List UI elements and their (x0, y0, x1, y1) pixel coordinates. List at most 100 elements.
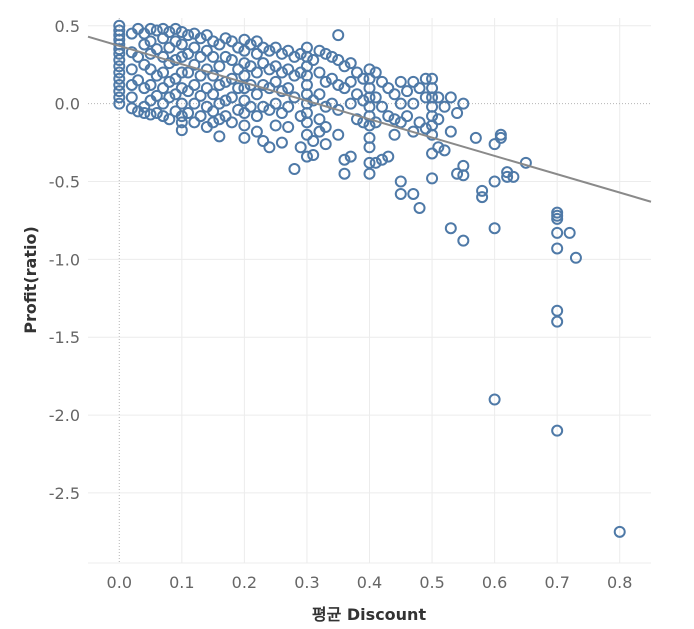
data-point (207, 50, 220, 63)
data-point (426, 172, 439, 185)
data-point (307, 54, 320, 67)
data-point (307, 135, 320, 148)
data-point (282, 63, 295, 76)
data-point (213, 78, 226, 91)
data-point (194, 110, 207, 123)
data-point (113, 78, 126, 91)
data-point (125, 63, 138, 76)
data-point (169, 35, 182, 48)
y-tick-label: 0.0 (55, 95, 80, 114)
data-point (150, 89, 163, 102)
data-point (250, 35, 263, 48)
data-point (444, 91, 457, 104)
y-tick-label: -2.0 (49, 406, 80, 425)
data-point (288, 163, 301, 176)
data-point (294, 66, 307, 79)
data-point (138, 100, 151, 113)
data-point (194, 89, 207, 102)
data-point (163, 113, 176, 126)
data-point (338, 167, 351, 180)
x-tick-label: 0.1 (169, 573, 194, 592)
data-point (250, 125, 263, 138)
data-point (300, 116, 313, 129)
data-point (457, 97, 470, 110)
grid-layer (88, 18, 651, 564)
data-point (551, 226, 564, 239)
data-point (207, 116, 220, 129)
data-point (175, 110, 188, 123)
data-point (113, 91, 126, 104)
data-point (238, 106, 251, 119)
data-point (175, 116, 188, 129)
data-point (288, 91, 301, 104)
y-tick-label: 0.5 (55, 17, 80, 36)
data-point (113, 54, 126, 67)
data-point (207, 88, 220, 101)
data-point (175, 82, 188, 95)
data-point (551, 242, 564, 255)
data-point (569, 251, 582, 264)
data-point (175, 97, 188, 110)
data-point (213, 38, 226, 51)
data-point (288, 69, 301, 82)
data-point (175, 26, 188, 39)
data-point (488, 138, 501, 151)
data-point (419, 91, 432, 104)
data-point (144, 22, 157, 35)
data-point (376, 75, 389, 88)
data-point (269, 119, 282, 132)
data-point (225, 35, 238, 48)
data-point (432, 91, 445, 104)
data-point (213, 130, 226, 143)
data-point (219, 50, 232, 63)
data-point (182, 29, 195, 42)
data-point (182, 106, 195, 119)
data-point (125, 102, 138, 115)
data-point (325, 50, 338, 63)
data-point (200, 82, 213, 95)
data-point (169, 72, 182, 85)
data-point (175, 66, 188, 79)
data-point (350, 113, 363, 126)
data-point (188, 116, 201, 129)
data-point (394, 187, 407, 200)
y-tick-label: -0.5 (49, 173, 80, 192)
data-point (357, 94, 370, 107)
data-point (188, 58, 201, 71)
data-point (451, 106, 464, 119)
data-point (551, 315, 564, 328)
data-point (269, 97, 282, 110)
data-point (188, 78, 201, 91)
data-point (213, 97, 226, 110)
data-point (363, 141, 376, 154)
data-point (257, 100, 270, 113)
data-point (551, 424, 564, 437)
y-tick-label: -1.5 (49, 328, 80, 347)
data-point (138, 106, 151, 119)
data-point (426, 147, 439, 160)
data-point (138, 38, 151, 51)
data-point (344, 75, 357, 88)
data-point (157, 110, 170, 123)
data-point (169, 88, 182, 101)
data-point (457, 234, 470, 247)
data-point (219, 32, 232, 45)
data-point (175, 38, 188, 51)
data-point (394, 116, 407, 129)
data-point (344, 150, 357, 163)
data-point (401, 110, 414, 123)
data-point (263, 141, 276, 154)
data-point (250, 88, 263, 101)
data-point (150, 24, 163, 37)
y-axis-ticks: 0.5 0.0 -0.5 -1.0 -1.5 -2.0 -2.5 (49, 17, 80, 503)
data-point (163, 75, 176, 88)
data-point (288, 50, 301, 63)
data-point (344, 57, 357, 70)
data-point (488, 175, 501, 188)
data-point (219, 94, 232, 107)
data-point (350, 66, 363, 79)
data-point (163, 41, 176, 54)
data-point (332, 103, 345, 116)
data-point (238, 44, 251, 57)
